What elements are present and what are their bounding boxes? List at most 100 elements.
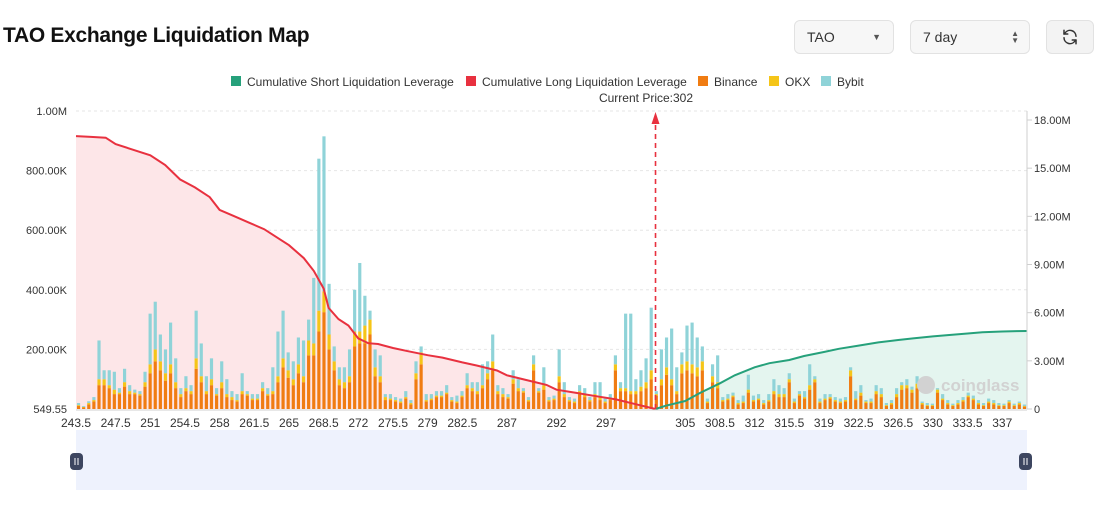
bar-okx (664, 367, 669, 375)
up-down-arrows-icon: ▲ ▼ (1011, 29, 1019, 45)
bar-okx (169, 364, 173, 374)
y-right-tick-label: 6.00M (1034, 308, 1065, 320)
bar-okx (179, 394, 183, 398)
bar-binance (992, 404, 996, 409)
bar-okx (327, 334, 331, 350)
bar-binance (399, 403, 403, 409)
bar-bybit (521, 388, 525, 392)
bar-okx (746, 389, 750, 393)
bar-okx (813, 379, 817, 383)
bar-bybit (373, 349, 377, 368)
bar-okx (613, 364, 617, 371)
bar-binance (383, 400, 387, 409)
refresh-button[interactable] (1046, 20, 1094, 54)
bar-okx (797, 394, 802, 396)
bar-bybit (128, 385, 132, 392)
bar-bybit (547, 397, 551, 401)
bar-bybit (987, 398, 991, 402)
y-left-tick-label: 800.00K (26, 166, 68, 178)
bar-bybit (117, 388, 122, 393)
bar-binance (951, 406, 955, 409)
zoom-slider[interactable] (70, 430, 1032, 490)
bar-binance (976, 404, 981, 409)
bar-bybit (562, 382, 566, 395)
bar-okx (455, 401, 459, 404)
legend-swatch-4 (821, 76, 831, 86)
bar-bybit (317, 158, 321, 311)
bar-binance (245, 395, 249, 409)
range-select[interactable]: 7 day ▲ ▼ (910, 20, 1030, 54)
bar-bybit (803, 391, 807, 398)
bar-okx (97, 379, 101, 386)
bar-binance (307, 355, 311, 409)
bar-binance (956, 404, 960, 409)
bar-bybit (675, 367, 679, 392)
bar-bybit (772, 379, 776, 392)
bar-bybit (516, 379, 520, 389)
bar-bybit (777, 385, 781, 395)
bar-binance (296, 373, 300, 409)
bar-okx (741, 401, 745, 404)
bar-binance (235, 401, 239, 409)
bar-binance (169, 373, 173, 409)
bar-binance (946, 404, 950, 409)
bar-okx (399, 401, 403, 404)
bar-bybit (429, 394, 433, 399)
coin-select[interactable]: TAO ▼ (794, 20, 894, 54)
bar-binance (971, 400, 975, 409)
bar-okx (818, 401, 822, 404)
bar-binance (189, 394, 193, 409)
bar-okx (235, 400, 239, 402)
bar-bybit (291, 361, 295, 380)
watermark-text: coinglass (941, 376, 1019, 395)
bar-okx (112, 389, 116, 395)
bar-binance (961, 401, 965, 409)
bar-binance (905, 388, 909, 409)
bar-bybit (624, 313, 628, 389)
x-tick-label: 319 (814, 416, 834, 430)
bar-bybit (174, 358, 178, 383)
bar-bybit (690, 322, 694, 365)
zoom-handle-left[interactable] (70, 453, 83, 470)
bar-okx (700, 361, 704, 371)
bar-okx (792, 401, 796, 404)
bar-bybit (388, 394, 393, 399)
bar-okx (1012, 405, 1016, 407)
bar-okx (854, 398, 858, 401)
bar-okx (209, 379, 214, 386)
bar-binance (889, 404, 894, 409)
bar-okx (639, 386, 643, 392)
bar-bybit (143, 371, 147, 383)
bar-binance (332, 370, 336, 409)
bar-binance (393, 401, 398, 409)
bar-binance (133, 394, 137, 409)
bar-binance (276, 382, 280, 409)
bar-okx (726, 398, 730, 401)
bar-binance (649, 379, 653, 409)
bar-bybit (583, 388, 587, 395)
bar-binance (470, 391, 474, 409)
bar-okx (941, 398, 945, 401)
bar-bybit (112, 371, 116, 390)
bar-okx (833, 400, 837, 402)
bar-binance (347, 382, 352, 409)
bar-bybit (491, 334, 495, 362)
bar-binance (271, 394, 275, 409)
bar-bybit (946, 400, 950, 404)
chart-bars (76, 136, 1027, 409)
bar-okx (710, 376, 715, 383)
bar-bybit (220, 361, 224, 383)
bar-okx (470, 388, 474, 392)
bar-okx (992, 403, 996, 405)
bar-okx (987, 401, 991, 404)
bar-binance (76, 406, 81, 409)
zoom-slider-track[interactable] (76, 430, 1027, 490)
bar-binance (803, 398, 807, 409)
x-tick-label: 251 (140, 416, 160, 430)
bar-binance (629, 394, 633, 409)
bar-bybit (465, 373, 469, 386)
bar-binance (209, 385, 214, 409)
zoom-handle-right[interactable] (1019, 453, 1032, 470)
bar-okx (92, 400, 96, 402)
bar-okx (803, 397, 807, 399)
